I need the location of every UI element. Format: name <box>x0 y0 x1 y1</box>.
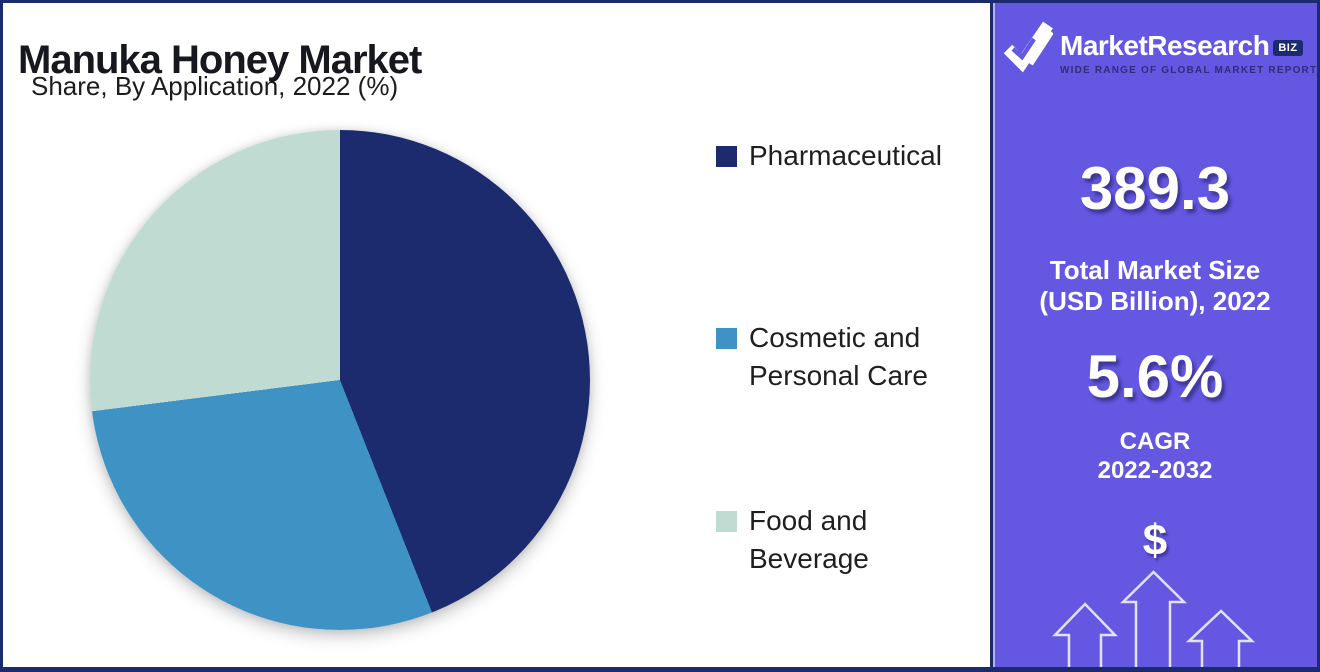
chart-subtitle: Share, By Application, 2022 (%) <box>31 71 399 101</box>
legend-item-pharmaceutical: Pharmaceutical <box>716 137 942 175</box>
sidebar-panel: MarketResearch BIZ WIDE RANGE OF GLOBAL M… <box>990 3 1317 667</box>
legend-swatch-food-beverage <box>716 511 737 532</box>
panel-edge-highlight <box>993 3 995 667</box>
brand-logo: MarketResearch BIZ WIDE RANGE OF GLOBAL M… <box>1003 17 1320 81</box>
brand-badge: BIZ <box>1273 40 1303 56</box>
cagr-value: 5.6% <box>1086 343 1224 410</box>
double-check-icon <box>1003 21 1053 73</box>
legend-label-food-beverage: Food and Beverage <box>749 505 869 574</box>
brand-text-block: MarketResearch BIZ WIDE RANGE OF GLOBAL M… <box>1060 17 1320 77</box>
page-title: Manuka Honey Market <box>18 37 422 82</box>
brand-name-text: MarketResearch <box>1060 30 1270 61</box>
market-size-value: 389.3 <box>1079 155 1231 222</box>
legend-swatch-cosmetic-personal-care <box>716 328 737 349</box>
legend-item-cosmetic-personal-care: Cosmetic and Personal Care <box>716 319 928 395</box>
legend-label-cosmetic-personal-care: Cosmetic and Personal Care <box>749 322 928 391</box>
legend-item-food-beverage: Food and Beverage <box>716 502 869 578</box>
brand-tagline: WIDE RANGE OF GLOBAL MARKET REPORTS <box>1060 65 1320 76</box>
dollar-sign-icon: $ <box>1142 516 1168 565</box>
legend-swatch-pharmaceutical <box>716 146 737 167</box>
market-size-label: Total Market Size (USD Billion), 2022 <box>1039 255 1271 316</box>
brand-name: MarketResearch BIZ <box>1060 30 1317 61</box>
growth-arrows-icon <box>1052 570 1256 667</box>
legend-label-pharmaceutical: Pharmaceutical <box>749 140 942 171</box>
cagr-label: CAGR 2022-2032 <box>1097 428 1213 484</box>
pie-chart <box>90 130 590 630</box>
